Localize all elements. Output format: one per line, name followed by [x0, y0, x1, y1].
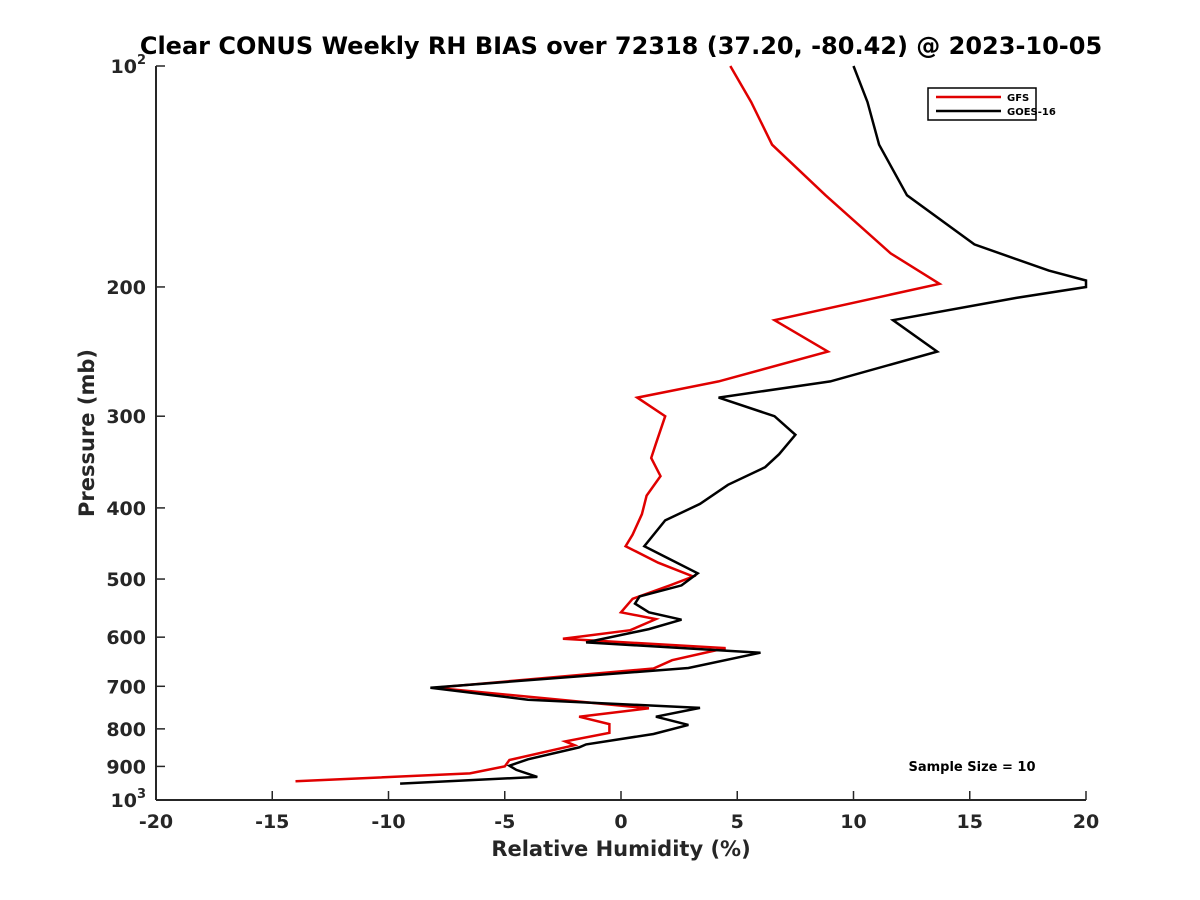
x-tick-label: 10	[840, 811, 866, 833]
x-tick-label: 0	[614, 811, 627, 833]
y-tick-label: 400	[106, 498, 146, 520]
y-tick-label: 300	[106, 406, 146, 428]
x-axis-label: Relative Humidity (%)	[491, 837, 750, 861]
series-line-goes16	[400, 65, 1088, 785]
plot-axes	[155, 66, 1086, 801]
y-tick-label: 700	[106, 676, 146, 698]
series-line-gfs	[295, 65, 943, 783]
y-tick-label: 900	[106, 756, 146, 778]
x-tick-label: 20	[1073, 811, 1099, 833]
y-tick-label: 200	[106, 277, 146, 299]
legend-label-goes16: GOES-16	[1007, 107, 1056, 118]
legend: GFS GOES-16	[927, 87, 1056, 121]
chart-title: Clear CONUS Weekly RH BIAS over 72318 (3…	[140, 32, 1102, 60]
y-tick-label: 600	[106, 627, 146, 649]
x-tick-label: -5	[494, 811, 515, 833]
sample-size-annotation: Sample Size = 10	[908, 760, 1035, 775]
x-axis-ticks: -20 -15 -10 -5 0 5 10 15 20	[139, 791, 1099, 833]
x-tick-label: 15	[957, 811, 983, 833]
x-tick-label: -10	[371, 811, 405, 833]
x-tick-label: -20	[139, 811, 173, 833]
legend-label-gfs: GFS	[1007, 93, 1029, 104]
y-tick-label: 103	[111, 787, 147, 812]
x-tick-label: 5	[731, 811, 744, 833]
y-tick-label: 500	[106, 569, 146, 591]
y-tick-label: 102	[111, 53, 147, 78]
y-tick-label: 800	[106, 719, 146, 741]
x-tick-label: -15	[255, 811, 289, 833]
y-axis-ticks: 102 200 300 400 500 600 700 800 900 103	[106, 53, 165, 812]
series-lines	[295, 65, 1088, 785]
y-axis-label: Pressure (mb)	[75, 349, 99, 517]
legend-box	[927, 87, 1037, 121]
